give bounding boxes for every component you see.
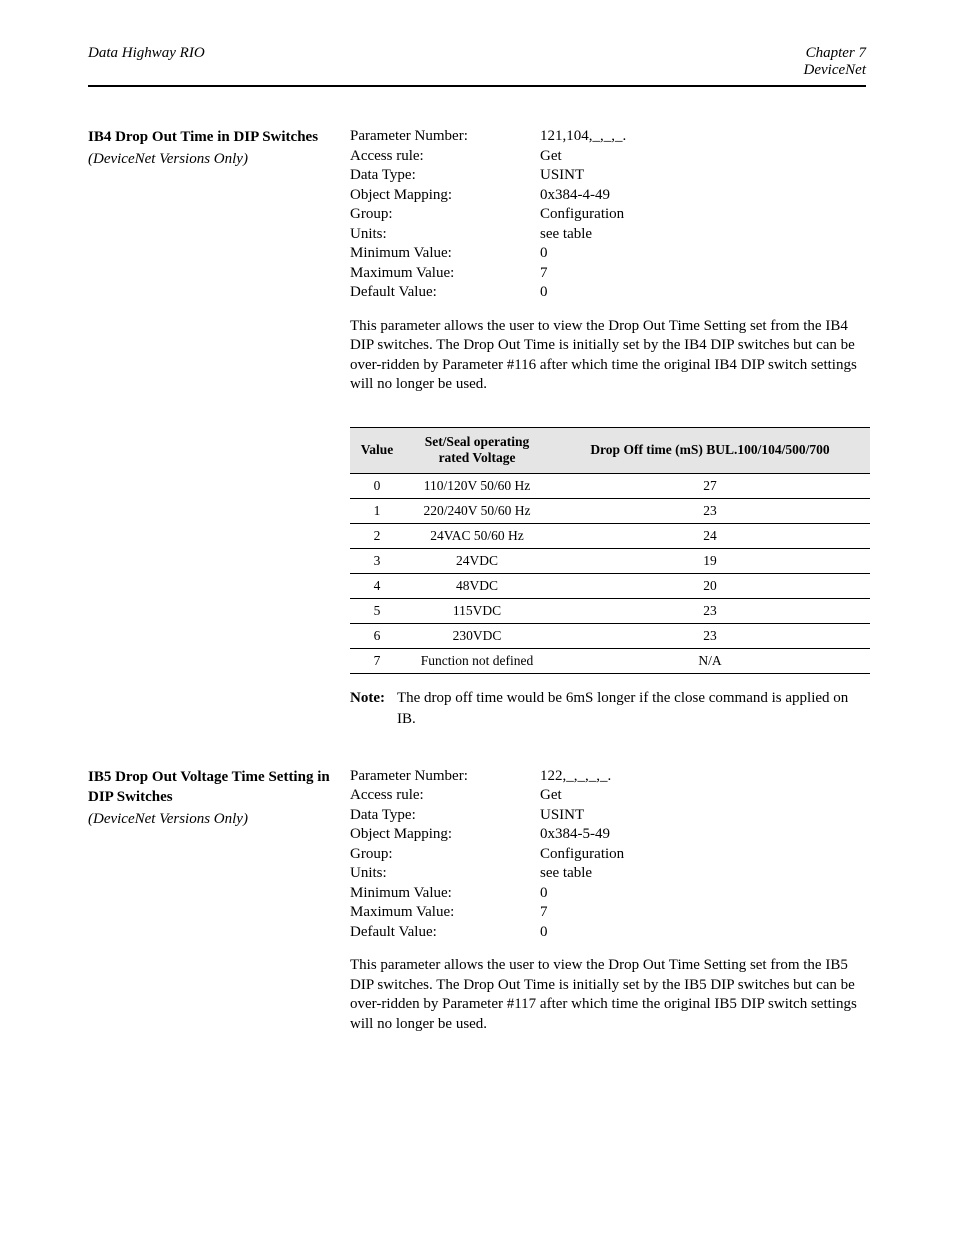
- note-text: The drop off time would be 6mS longer if…: [397, 688, 866, 729]
- kv-label: Default Value:: [350, 283, 540, 303]
- kv-value: Get: [540, 147, 866, 167]
- kv-value: see table: [540, 864, 866, 884]
- kv-label: Maximum Value:: [350, 264, 540, 284]
- table-cell: N/A: [550, 649, 870, 674]
- kv-label: Units:: [350, 225, 540, 245]
- table-row: 0110/120V 50/60 Hz27: [350, 474, 870, 499]
- section-heading: IB4 Drop Out Time in DIP Switches: [88, 127, 350, 147]
- table-cell: 23: [550, 624, 870, 649]
- table-cell: 6: [350, 624, 404, 649]
- table-row: 7Function not definedN/A: [350, 649, 870, 674]
- table-cell: 110/120V 50/60 Hz: [404, 474, 550, 499]
- kv-value: 0x384-5-49: [540, 825, 866, 845]
- table-row: 324VDC19: [350, 549, 870, 574]
- kv-label: Minimum Value:: [350, 884, 540, 904]
- table-cell: 230VDC: [404, 624, 550, 649]
- table-row: 5115VDC23: [350, 599, 870, 624]
- kv-label: Group:: [350, 205, 540, 225]
- section-ib5: IB5 Drop Out Voltage Time Setting in DIP…: [88, 767, 866, 1035]
- kv-label: Minimum Value:: [350, 244, 540, 264]
- section-heading: IB5 Drop Out Voltage Time Setting in DIP…: [88, 767, 350, 808]
- table-cell: Function not defined: [404, 649, 550, 674]
- kv-label: Units:: [350, 864, 540, 884]
- table-cell: 19: [550, 549, 870, 574]
- kv-label: Data Type:: [350, 806, 540, 826]
- dropoff-table: Value Set/Seal operating rated Voltage D…: [350, 427, 870, 675]
- kv-label: Group:: [350, 845, 540, 865]
- section-ib4: IB4 Drop Out Time in DIP Switches (Devic…: [88, 127, 866, 395]
- kv-label: Data Type:: [350, 166, 540, 186]
- kv-label: Access rule:: [350, 786, 540, 806]
- table-cell: 48VDC: [404, 574, 550, 599]
- kv-value: USINT: [540, 166, 866, 186]
- kv-label: Default Value:: [350, 923, 540, 943]
- table-cell: 2: [350, 524, 404, 549]
- table-row: 224VAC 50/60 Hz24: [350, 524, 870, 549]
- table-cell: 23: [550, 499, 870, 524]
- table-cell: 7: [350, 649, 404, 674]
- header-rule: [88, 85, 866, 87]
- kv-value: 121,104,_,_,_.: [540, 127, 866, 147]
- kv-label: Object Mapping:: [350, 825, 540, 845]
- table-cell: 220/240V 50/60 Hz: [404, 499, 550, 524]
- table-cell: 4: [350, 574, 404, 599]
- table-header: Set/Seal operating rated Voltage: [404, 427, 550, 474]
- table-cell: 27: [550, 474, 870, 499]
- kv-value: Get: [540, 786, 866, 806]
- note-label: Note:: [350, 688, 385, 729]
- kv-value: Configuration: [540, 845, 866, 865]
- table-row: 1220/240V 50/60 Hz23: [350, 499, 870, 524]
- header-right-1: Chapter 7: [804, 45, 866, 62]
- table-cell: 24: [550, 524, 870, 549]
- kv-value: 0: [540, 884, 866, 904]
- kv-label: Access rule:: [350, 147, 540, 167]
- kv-value: 0: [540, 923, 866, 943]
- table-cell: 24VAC 50/60 Hz: [404, 524, 550, 549]
- kv-value: 0: [540, 244, 866, 264]
- note: Note: The drop off time would be 6mS lon…: [350, 688, 866, 729]
- section-subheading: (DeviceNet Versions Only): [88, 809, 350, 829]
- page-header: Data Highway RIO Chapter 7 DeviceNet: [88, 45, 866, 79]
- table-cell: 3: [350, 549, 404, 574]
- table-header: Drop Off time (mS) BUL.100/104/500/700: [550, 427, 870, 474]
- section-body: This parameter allows the user to view t…: [350, 317, 866, 395]
- header-left: Data Highway RIO: [88, 45, 205, 62]
- table-cell: 1: [350, 499, 404, 524]
- table-cell: 23: [550, 599, 870, 624]
- table-cell: 115VDC: [404, 599, 550, 624]
- kv-label: Object Mapping:: [350, 186, 540, 206]
- section-subheading: (DeviceNet Versions Only): [88, 149, 350, 169]
- kv-value: 0x384-4-49: [540, 186, 866, 206]
- kv-value: see table: [540, 225, 866, 245]
- dropoff-table-block: Value Set/Seal operating rated Voltage D…: [350, 427, 866, 675]
- kv-value: 0: [540, 283, 866, 303]
- header-right-2: DeviceNet: [804, 62, 866, 79]
- kv-value: USINT: [540, 806, 866, 826]
- kv-label: Parameter Number:: [350, 767, 540, 787]
- kv-value: 122,_,_,_,_.: [540, 767, 866, 787]
- table-cell: 0: [350, 474, 404, 499]
- kv-label: Maximum Value:: [350, 903, 540, 923]
- table-cell: 20: [550, 574, 870, 599]
- table-row: 6230VDC23: [350, 624, 870, 649]
- kv-label: Parameter Number:: [350, 127, 540, 147]
- kv-value: Configuration: [540, 205, 866, 225]
- table-cell: 5: [350, 599, 404, 624]
- table-row: 448VDC20: [350, 574, 870, 599]
- kv-value: 7: [540, 903, 866, 923]
- section-body: This parameter allows the user to view t…: [350, 956, 866, 1034]
- table-header: Value: [350, 427, 404, 474]
- kv-value: 7: [540, 264, 866, 284]
- table-cell: 24VDC: [404, 549, 550, 574]
